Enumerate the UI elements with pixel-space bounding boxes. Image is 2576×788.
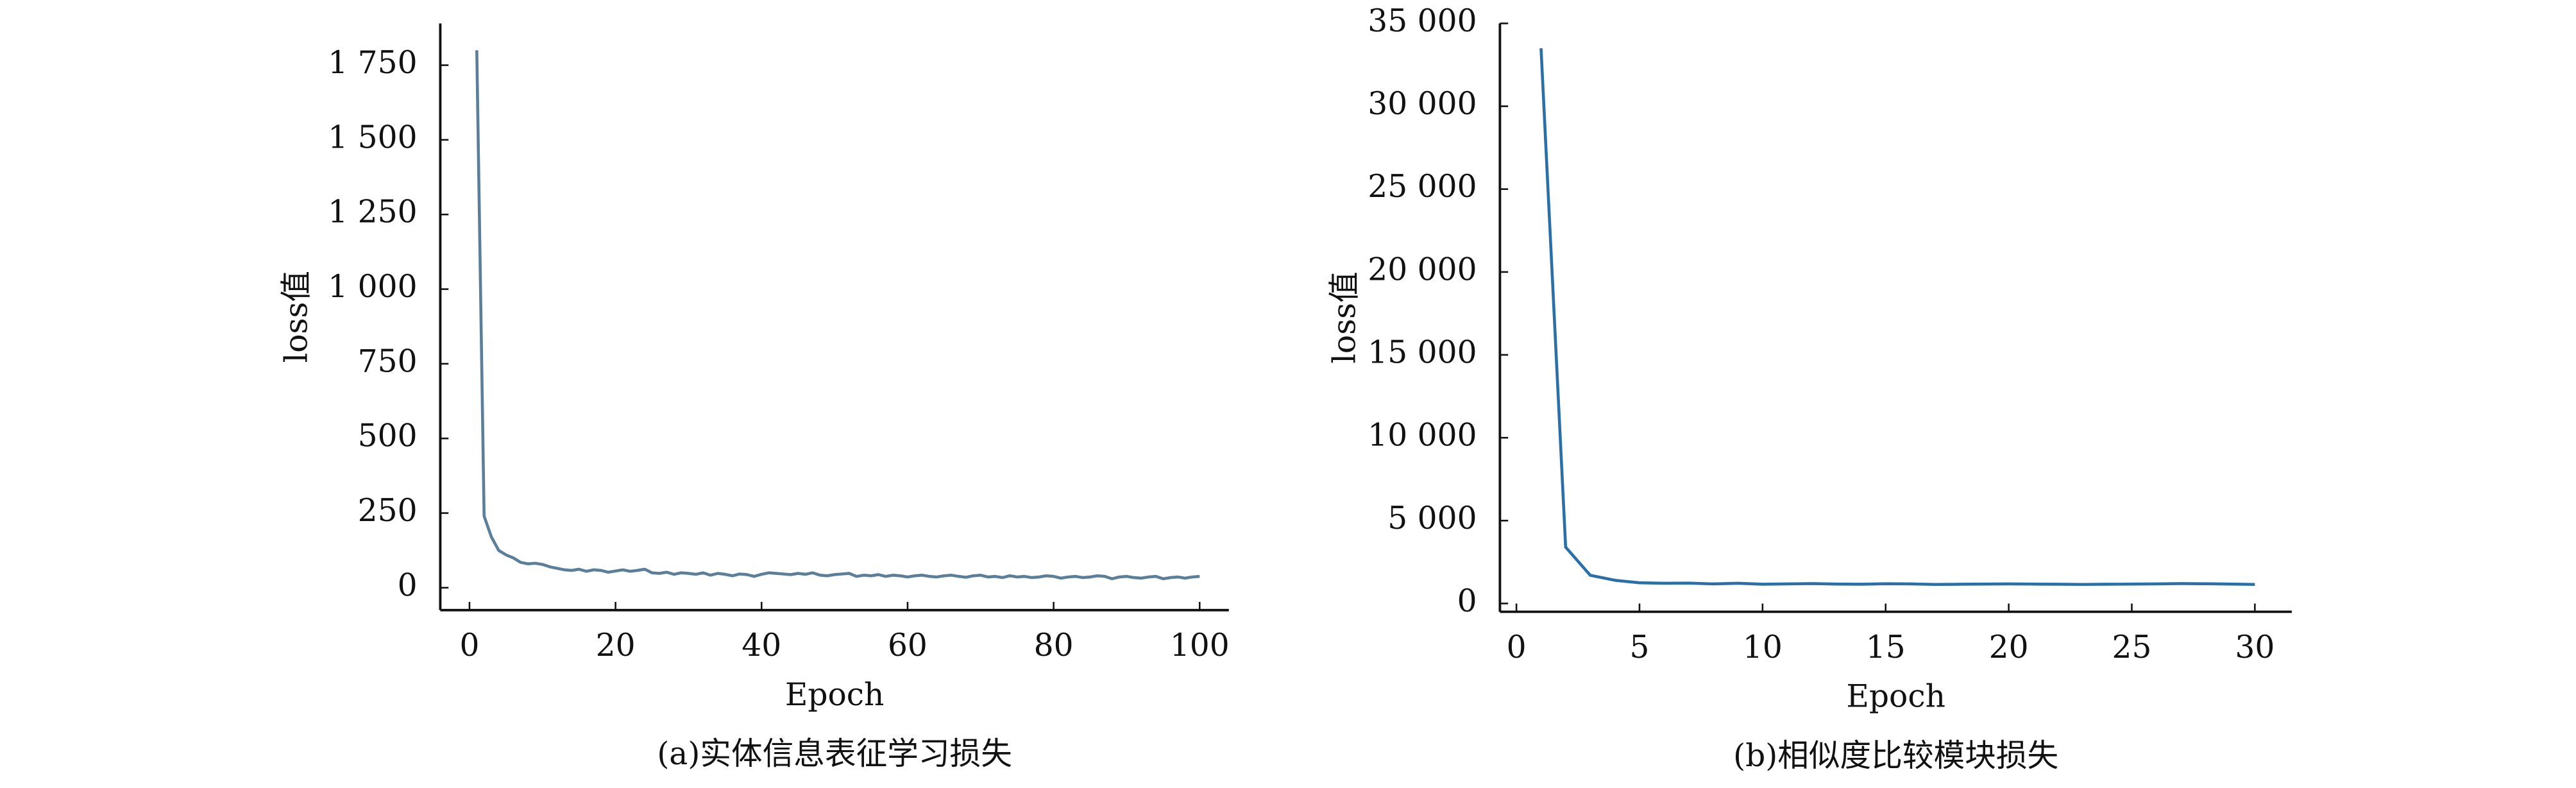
x-tick-label: 15 [1866,630,1906,665]
y-tick-label: 0 [398,567,418,603]
y-tick-label: 5 000 [1387,501,1477,536]
y-tick-label: 15 000 [1368,335,1477,371]
x-tick-label: 40 [741,628,781,664]
y-tick-label: 10 000 [1368,418,1477,454]
y-axis-label: loss值 [279,271,315,363]
x-tick-label: 0 [459,628,479,664]
caption: (a)实体信息表征学习损失 [657,736,1012,772]
x-tick-label: 25 [2112,630,2152,665]
y-tick-label: 750 [358,343,418,379]
loss-line [1539,48,2255,587]
y-tick-label: 25 000 [1368,169,1477,205]
y-tick-label: 20 000 [1368,252,1477,287]
y-tick-label: 500 [358,418,418,454]
x-tick-label: 80 [1034,628,1074,664]
y-tick-label: 0 [1457,583,1477,619]
y-tick-label: 1 750 [328,45,417,81]
x-axis-label: Epoch [785,677,885,713]
y-tick-label: 1 250 [328,194,417,230]
x-tick-label: 20 [1989,630,2029,665]
y-tick-label: 1 000 [328,269,417,305]
y-axis-label: loss值 [1327,271,1363,363]
y-tick-label: 30 000 [1368,86,1477,122]
loss-line [475,50,1200,581]
x-axis-label: Epoch [1846,679,1945,715]
y-tick-label: 1 500 [328,119,417,155]
x-tick-label: 30 [2235,630,2275,665]
y-tick-label: 35 000 [1368,3,1477,39]
x-tick-label: 5 [1629,630,1649,665]
y-tick-label: 250 [358,493,418,529]
caption: (b)相似度比较模块损失 [1733,738,2058,774]
x-tick-label: 60 [888,628,928,664]
x-tick-label: 0 [1507,630,1527,665]
x-tick-label: 20 [596,628,636,664]
x-tick-label: 100 [1170,628,1230,664]
x-tick-label: 10 [1743,630,1783,665]
